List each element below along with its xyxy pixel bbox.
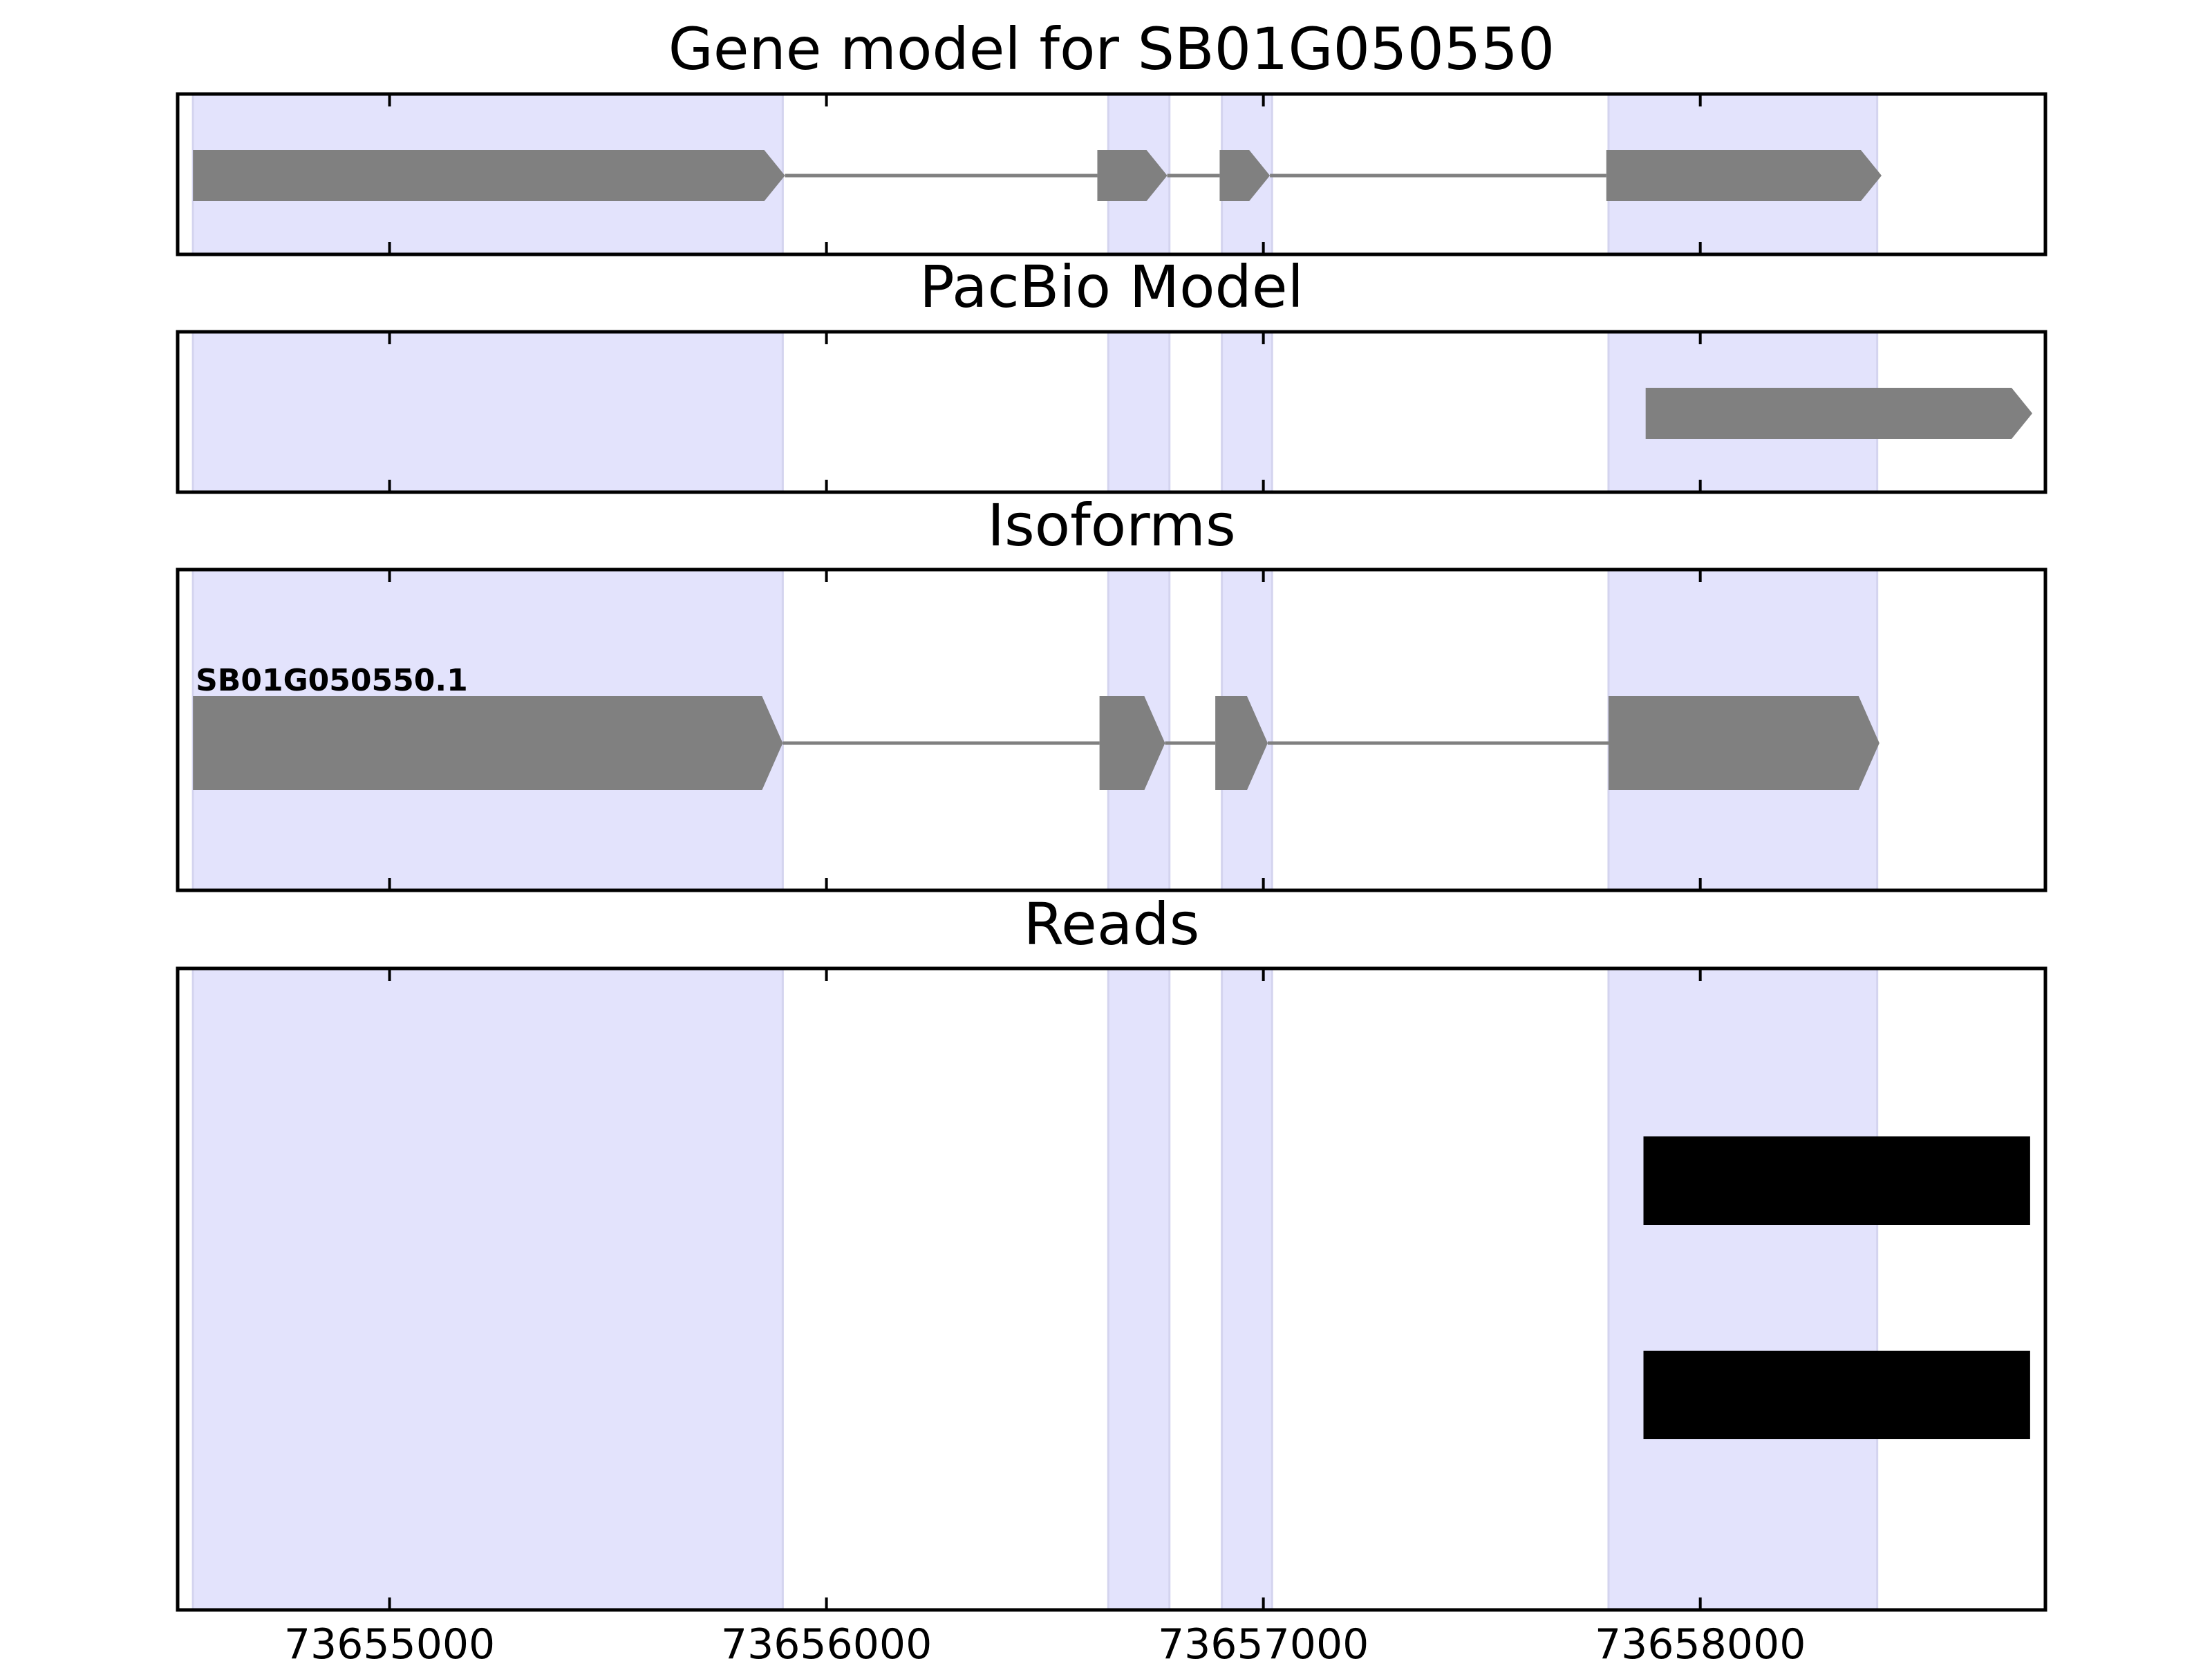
panel-frame (176, 92, 2047, 256)
highlight-region (191, 967, 784, 1611)
panel-reads: Reads (176, 890, 2047, 1612)
panel-title: Reads (1024, 890, 1200, 958)
highlight-region (1221, 330, 1273, 494)
highlight-region (1107, 330, 1171, 494)
exon-block (1606, 150, 1882, 201)
isoform-label: SB01G050550.1 (196, 663, 468, 698)
panel-frame (176, 330, 2047, 494)
x-tick-label: 73655000 (284, 1620, 495, 1659)
panel-frame (176, 966, 2047, 1612)
exon-block (1219, 150, 1271, 201)
panel-title: PacBio Model (919, 253, 1304, 321)
exon-block (1215, 696, 1268, 790)
read-bar (1643, 1136, 2030, 1225)
panel-gene-model: Gene model for SB01G050550 (176, 15, 2047, 256)
panel-isoforms: Isoforms SB01G050550.1 (176, 491, 2047, 892)
exon-block (1099, 696, 1165, 790)
highlight-region (1107, 967, 1171, 1611)
x-tick-label: 73656000 (721, 1620, 932, 1659)
exon-block (1608, 696, 1880, 790)
x-tick-label: 73658000 (1595, 1620, 1806, 1659)
highlight-region (1221, 967, 1273, 1611)
exon-block (193, 696, 783, 790)
exon-block (193, 150, 785, 201)
x-tick-label: 73657000 (1158, 1620, 1369, 1659)
exon-block (1645, 388, 2033, 439)
panel-frame (176, 568, 2047, 892)
highlight-region (1607, 967, 1879, 1611)
panel-title: Gene model for SB01G050550 (668, 15, 1555, 83)
read-bar (1643, 1351, 2030, 1439)
panel-title: Isoforms (987, 491, 1236, 559)
exon-block (1097, 150, 1168, 201)
panel-pacbio-model: PacBio Model (176, 253, 2047, 494)
highlight-region (191, 330, 784, 494)
